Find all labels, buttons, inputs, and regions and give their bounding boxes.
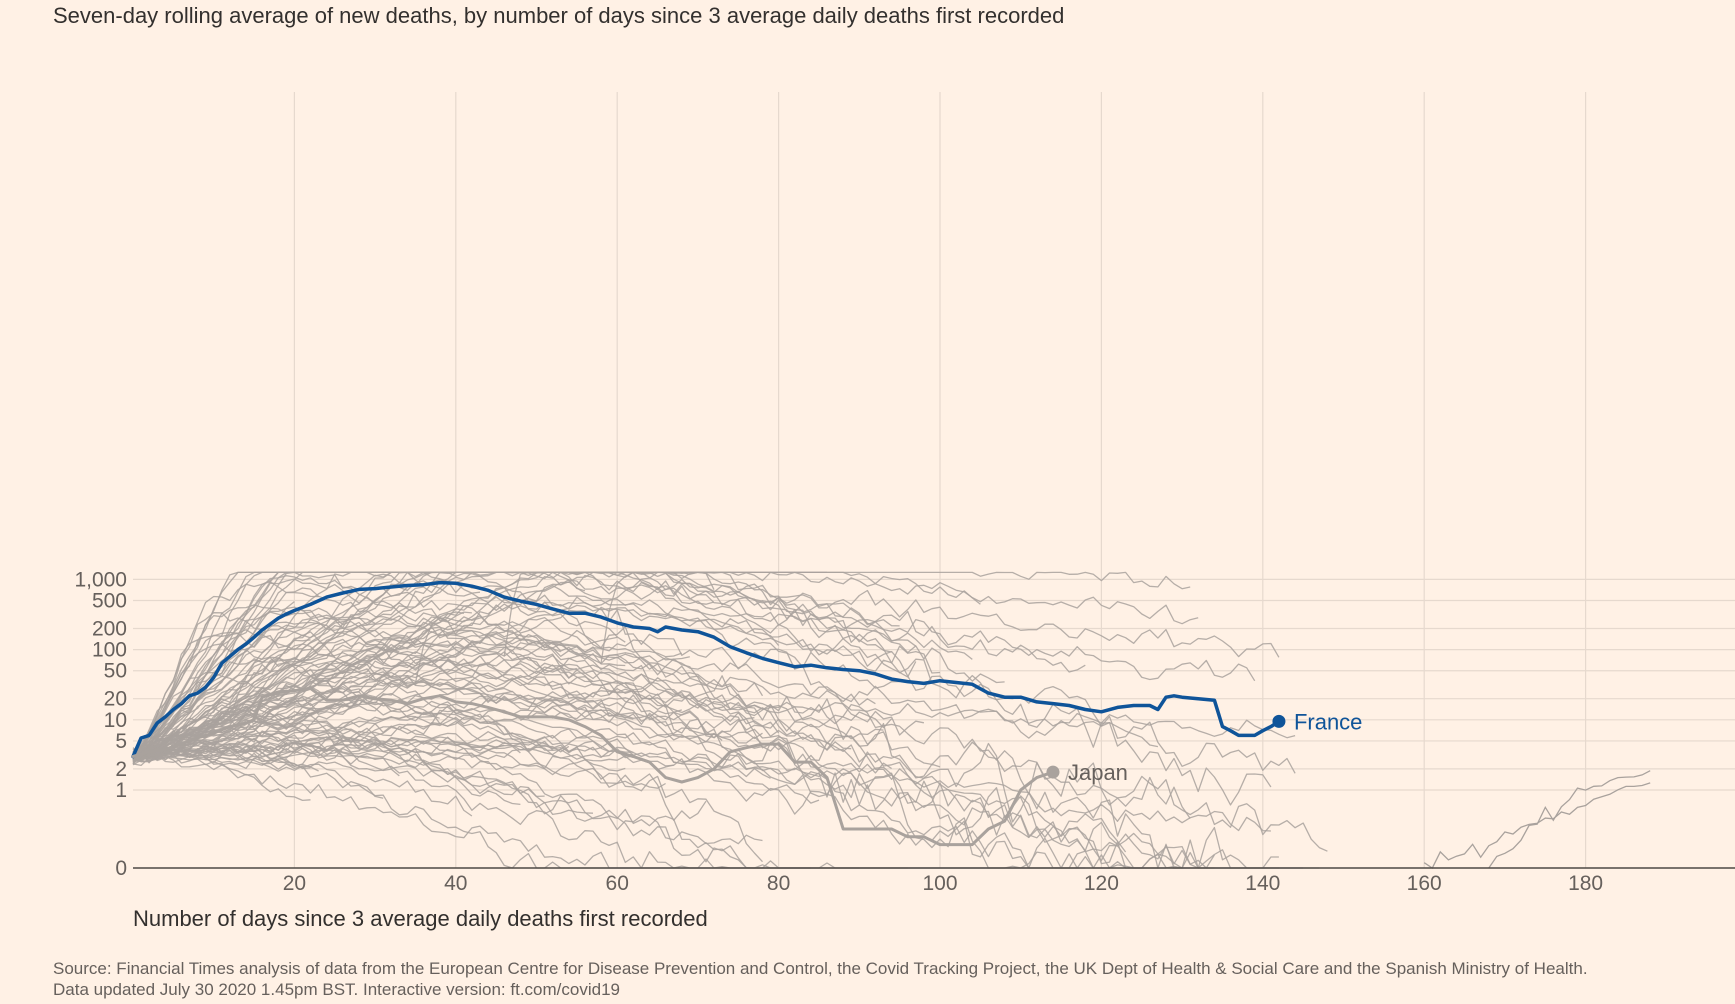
background-country-line bbox=[261, 761, 473, 817]
background-country-line bbox=[229, 622, 319, 721]
france-series-line bbox=[131, 580, 1281, 759]
france-series-label: France bbox=[1294, 709, 1362, 734]
x-axis-title: Number of days since 3 average daily dea… bbox=[133, 906, 708, 931]
background-country-line bbox=[132, 649, 852, 760]
background-country-line bbox=[132, 728, 763, 845]
background-country-line bbox=[132, 607, 690, 756]
x-tick-label: 60 bbox=[606, 872, 629, 895]
background-country-line bbox=[132, 701, 1215, 869]
background-country-line bbox=[132, 694, 440, 762]
source-line-2: Data updated July 30 2020 1.45pm BST. In… bbox=[53, 980, 620, 999]
background-country-line bbox=[132, 752, 860, 869]
background-country-line bbox=[132, 615, 764, 754]
background-country-line bbox=[132, 660, 763, 761]
x-tick-label: 180 bbox=[1568, 872, 1603, 895]
y-tick-label: 0 bbox=[115, 857, 127, 880]
japan-end-marker bbox=[1046, 765, 1060, 779]
chart-subtitle: Seven-day rolling average of new deaths,… bbox=[53, 3, 1065, 28]
y-tick-label: 10 bbox=[104, 709, 127, 732]
y-tick-label: 1 bbox=[115, 779, 127, 802]
background-country-line bbox=[132, 700, 554, 764]
x-tick-label: 20 bbox=[283, 872, 306, 895]
background-country-line bbox=[132, 638, 1328, 852]
background-country-line bbox=[132, 626, 1215, 869]
background-country-line bbox=[141, 664, 755, 754]
series-labels: France Japan bbox=[1068, 709, 1362, 785]
background-country-line bbox=[1423, 782, 1651, 869]
japan-series-line bbox=[131, 686, 1055, 847]
background-country-line bbox=[132, 656, 707, 821]
y-tick-label: 50 bbox=[104, 660, 127, 683]
x-tick-label: 160 bbox=[1407, 872, 1442, 895]
x-tick-label: 140 bbox=[1245, 872, 1280, 895]
background-country-line bbox=[1488, 770, 1651, 869]
y-tick-label: 200 bbox=[92, 617, 127, 640]
background-country-line bbox=[600, 571, 1005, 684]
france-end-marker bbox=[1272, 714, 1286, 728]
background-country-line bbox=[132, 571, 1296, 774]
source-line-1: Source: Financial Times analysis of data… bbox=[53, 959, 1588, 978]
x-tick-label: 100 bbox=[922, 872, 957, 895]
background-country-line bbox=[132, 571, 1272, 806]
background-country-line bbox=[132, 571, 384, 760]
x-tick-label: 80 bbox=[767, 872, 790, 895]
y-tick-label: 2 bbox=[115, 758, 127, 781]
source-note: Source: Financial Times analysis of data… bbox=[53, 958, 1588, 1000]
background-country-lines bbox=[132, 571, 1651, 869]
background-country-line bbox=[132, 581, 319, 759]
x-tick-label: 120 bbox=[1084, 872, 1119, 895]
background-country-line bbox=[132, 733, 594, 816]
background-country-line bbox=[132, 645, 941, 779]
y-tick-label: 20 bbox=[104, 688, 127, 711]
background-country-line bbox=[132, 571, 1256, 754]
y-tick-label: 1,000 bbox=[74, 568, 127, 591]
background-country-line bbox=[132, 699, 1078, 869]
background-country-line bbox=[132, 626, 626, 757]
y-tick-label: 5 bbox=[115, 730, 127, 753]
grid-lines bbox=[133, 92, 1735, 868]
background-country-line bbox=[132, 633, 1159, 762]
japan-series-label: Japan bbox=[1068, 760, 1128, 785]
background-country-line bbox=[132, 612, 416, 758]
background-country-line bbox=[278, 738, 820, 804]
y-tick-label: 500 bbox=[92, 590, 127, 613]
background-country-line bbox=[132, 706, 908, 869]
background-country-line bbox=[132, 621, 400, 759]
x-tick-label: 40 bbox=[444, 872, 467, 895]
highlighted-series bbox=[131, 580, 1286, 847]
background-country-line bbox=[132, 736, 634, 762]
y-tick-label: 100 bbox=[92, 639, 127, 662]
